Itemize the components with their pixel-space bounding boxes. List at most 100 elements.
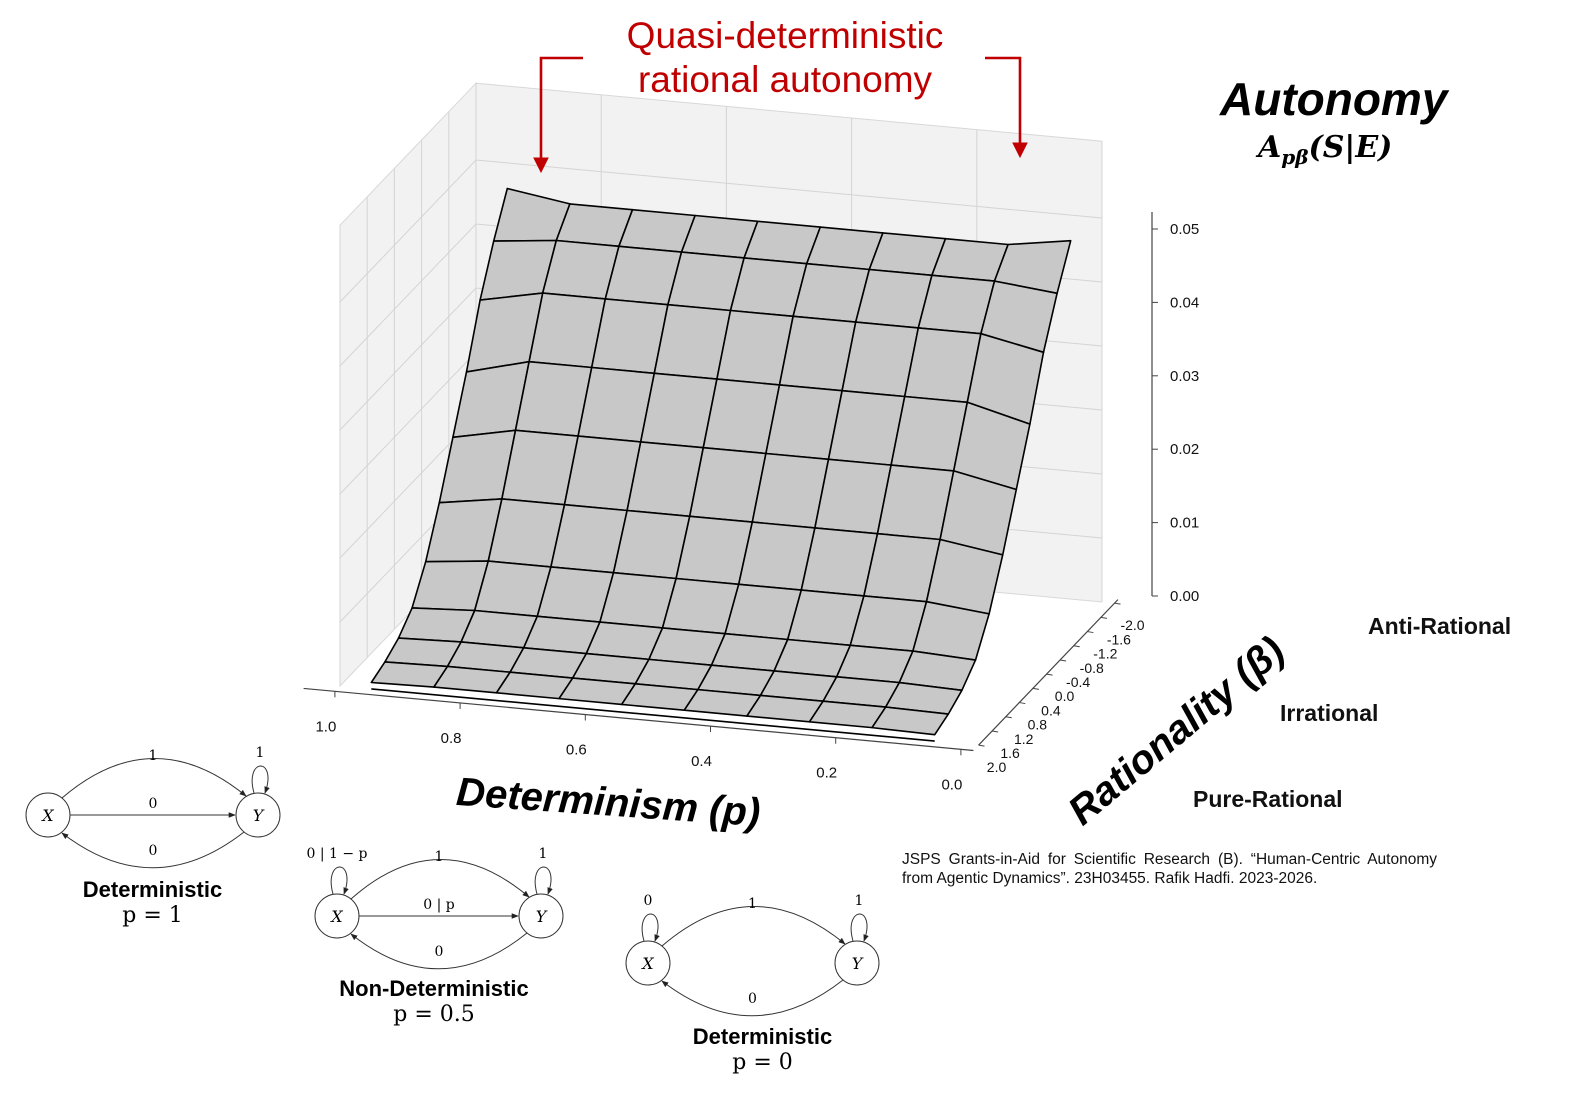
annotation: Quasi-deterministic rational autonomy [585,14,985,102]
self-loop-x-label: 0 | 1 − p [306,846,367,862]
self-loop-x-label: 0 [644,893,653,909]
edge-top-label: 1 [435,849,444,865]
y-tick [1073,645,1080,648]
zone-irrational: Irrational [1280,700,1379,726]
node-x-label: X [640,954,654,973]
x-tick-label: 1.0 [315,718,336,735]
x-tick-label: 0.4 [691,753,712,770]
self-loop-y [534,866,553,895]
edge-bottom [350,932,528,970]
node-x-label: X [40,806,54,825]
diagram-1-title: Deterministic [82,877,223,902]
edge-top [350,859,530,900]
x-axis-line [303,687,974,752]
edge-bottom-label: 0 [435,944,444,960]
node-y-label: Y [536,907,548,926]
x-tick-label: 0.2 [816,765,837,782]
state-diagram-2: X Y 1 0 0 | p 1 0 | 1 − p [306,846,564,970]
y-tick-label: -2.0 [1120,617,1144,633]
y-tick [1005,716,1012,719]
node-y [834,940,880,986]
y-tick-label: -1.6 [1107,631,1131,647]
diagram-1-p: p = 1 [122,903,183,928]
y-tick-label: 1.6 [1000,745,1020,761]
y-tick-label: -0.8 [1080,660,1104,676]
edge-top [661,906,846,947]
credit-text: JSPS Grants-in-Aid for Scientific Resear… [902,851,1437,887]
y-tick [1032,687,1040,690]
edge-bottom-label: 0 [149,843,158,859]
z-tick-label: 0.04 [1170,294,1199,311]
self-loop-y-label: 1 [256,745,265,761]
diagram-2-p: p = 0.5 [393,1002,475,1027]
formula-rest: (S|E) [1308,130,1393,165]
z-tick-label: 0.05 [1170,221,1199,238]
edge-bottom-label: 0 [748,991,757,1007]
formula-sub: pβ [1281,145,1309,169]
z-tick-label: 0.03 [1170,368,1199,385]
y-tick [1019,702,1026,705]
state-diagram-1: X Y 1 0 0 1 [25,745,281,869]
y-tick [1087,631,1094,634]
surface-face [871,706,950,736]
diagram-3-p: p = 0 [732,1050,793,1075]
callout-arrow-left [533,56,583,174]
diagram-2-caption: Non-Deterministic p = 0.5 [314,976,554,1027]
x-tick-label: 0.0 [941,776,962,793]
y-tick-label: 1.2 [1014,731,1034,747]
node-y-label: Y [253,806,265,825]
edge-bottom [61,831,245,869]
y-tick-label: -1.2 [1093,646,1117,662]
self-loop-y [850,913,869,942]
y-tick-label: 0.4 [1041,702,1061,718]
edge-top [61,758,247,799]
zone-anti-rational: Anti-Rational [1368,613,1512,639]
callout-arrow-right [985,56,1028,159]
node-y-label: Y [852,954,864,973]
diagram-3-title: Deterministic [692,1024,833,1049]
x-tick-label: 0.8 [441,730,462,747]
y-tick-label: 0.8 [1028,717,1048,733]
edge-mid-label: 0 [149,796,158,812]
diagram-2-title: Non-Deterministic [339,976,529,1001]
node-y [235,792,281,838]
diagram-1-caption: Deterministic p = 1 [50,877,255,928]
diagram-3-caption: Deterministic p = 0 [660,1024,865,1075]
edge-top-label: 1 [149,748,158,764]
y-tick [1100,616,1108,619]
node-x-label: X [329,907,343,926]
edge-top-label: 1 [748,896,757,912]
grid-line [339,159,1103,303]
surface-base-edge [371,688,935,742]
y-tick [992,730,999,733]
y-tick-label: 0.0 [1055,688,1075,704]
state-diagram-3: X Y 1 0 1 0 [625,893,880,1017]
z-tick-label: 0.00 [1170,588,1199,605]
self-loop-y-label: 1 [539,846,548,862]
self-loop-y-label: 1 [855,893,864,909]
self-loop-y [251,765,270,794]
y-axis-line [978,599,1119,746]
node-y [518,893,564,939]
node-x [625,940,671,986]
autonomy-title: Autonomy [1220,73,1448,125]
autonomy-formula: Apβ(S|E) [1258,130,1392,169]
edge-bottom [661,979,844,1017]
y-tick [1046,673,1053,676]
y-tick-label: -0.4 [1066,674,1090,690]
y-tick [978,744,985,747]
x-tick-label: 0.6 [566,742,587,759]
y-tick [1060,659,1067,662]
z-tick-label: 0.02 [1170,441,1199,458]
y-tick-label: 2.0 [987,759,1007,775]
annotation-line1: Quasi-deterministic [626,15,944,56]
self-loop-x [330,866,349,895]
z-tick-label: 0.01 [1170,515,1199,532]
y-tick [1114,602,1121,605]
zone-pure-rational: Pure-Rational [1193,786,1343,812]
self-loop-x [641,913,660,942]
annotation-line2: rational autonomy [637,59,933,100]
edge-mid-label: 0 | p [423,897,455,913]
formula-main: A [1258,130,1282,165]
